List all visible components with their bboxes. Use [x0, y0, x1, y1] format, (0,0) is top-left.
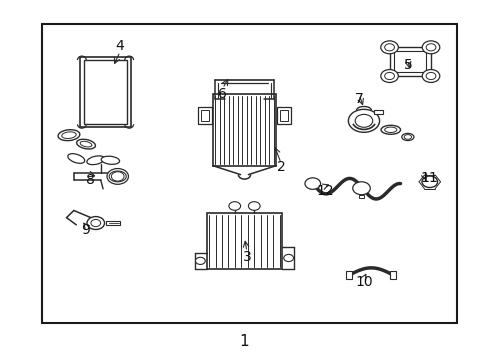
Circle shape [305, 178, 320, 189]
Ellipse shape [87, 156, 104, 165]
Text: 11: 11 [420, 171, 438, 185]
Ellipse shape [401, 134, 413, 140]
Bar [197, 107, 212, 123]
Bar [42, 24, 456, 323]
Bar [394, 51, 425, 72]
Circle shape [87, 217, 104, 229]
Ellipse shape [68, 154, 84, 163]
Bar [346, 271, 351, 279]
Circle shape [352, 182, 369, 195]
Circle shape [380, 69, 398, 82]
Circle shape [111, 172, 124, 181]
Ellipse shape [77, 139, 95, 149]
Text: 12: 12 [316, 184, 333, 198]
Circle shape [91, 220, 101, 226]
Bar [279, 110, 288, 121]
Circle shape [384, 44, 394, 51]
Text: 1: 1 [239, 334, 249, 349]
Ellipse shape [80, 141, 92, 147]
Text: 4: 4 [116, 39, 124, 53]
Bar [358, 195, 364, 198]
Ellipse shape [404, 135, 411, 139]
Circle shape [107, 168, 128, 184]
Text: 10: 10 [354, 275, 372, 289]
Circle shape [248, 202, 260, 210]
Text: 3: 3 [242, 250, 251, 264]
Bar [389, 271, 395, 279]
Circle shape [228, 202, 240, 210]
Text: 6: 6 [218, 87, 226, 101]
Bar [373, 110, 382, 114]
Bar [206, 213, 282, 269]
Bar [212, 94, 276, 166]
Bar [84, 60, 126, 124]
Ellipse shape [61, 132, 76, 139]
Ellipse shape [384, 127, 396, 132]
Circle shape [421, 176, 437, 188]
Ellipse shape [101, 156, 120, 164]
Circle shape [384, 72, 394, 80]
Circle shape [425, 44, 435, 51]
Circle shape [195, 257, 205, 265]
Ellipse shape [380, 125, 400, 134]
Bar [276, 107, 291, 123]
Text: 2: 2 [276, 161, 285, 175]
Bar [106, 221, 120, 225]
Text: 5: 5 [403, 58, 411, 72]
Text: 9: 9 [81, 223, 90, 237]
Ellipse shape [58, 130, 80, 141]
Text: 7: 7 [354, 92, 363, 106]
Circle shape [283, 255, 293, 262]
Circle shape [421, 69, 439, 82]
Circle shape [425, 72, 435, 80]
Bar [80, 57, 131, 127]
Text: 8: 8 [86, 173, 95, 187]
Circle shape [421, 41, 439, 54]
Circle shape [380, 41, 398, 54]
Bar [389, 47, 430, 76]
Bar [200, 110, 209, 121]
